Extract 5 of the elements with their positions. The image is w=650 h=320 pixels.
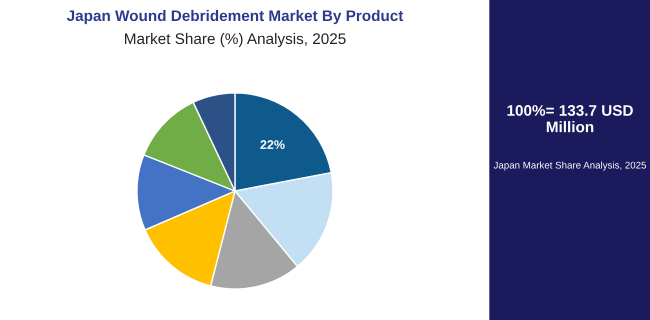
text: Japan Market Share Analysis, 2025 — [494, 161, 646, 171]
text: 100%= 133.7 USD Million — [507, 105, 633, 132]
data-label: 22% — [260, 140, 285, 150]
chart-subtitle: Market Share (%) Analysis, 2025 — [125, 32, 346, 48]
chart-title: Japan Wound Debridement Market By Product — [66, 10, 404, 24]
